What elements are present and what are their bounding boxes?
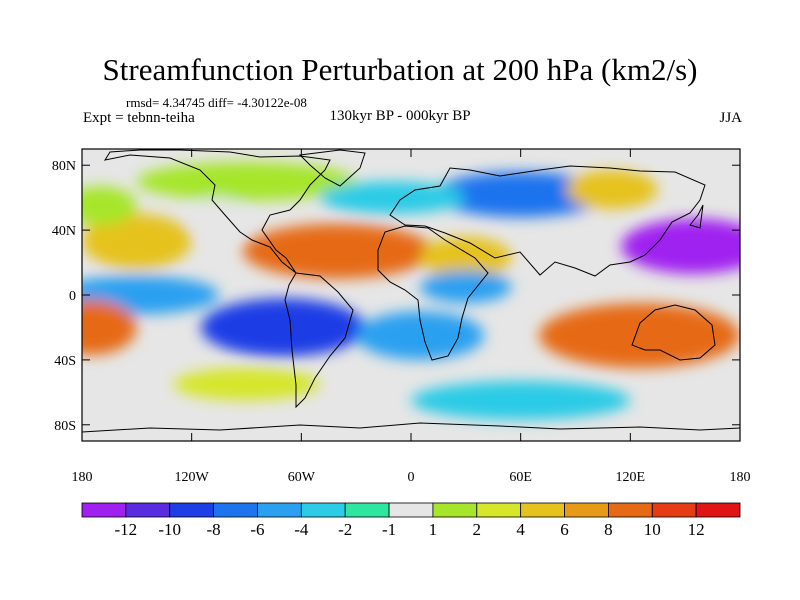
- colorbar-label: -12: [115, 520, 138, 539]
- colorbar-swatch: [125, 502, 171, 518]
- plot-area: [82, 149, 740, 441]
- lat-label: 80N: [52, 159, 76, 174]
- colorbar-swatch: [695, 502, 741, 518]
- experiment-label: Expt = tebnn-teiha: [83, 110, 195, 126]
- australia-coast: [631, 304, 716, 361]
- lon-label: 120W: [175, 470, 210, 485]
- colorbar-label: 12: [688, 520, 705, 539]
- field-southern-ocean-positive: [173, 368, 320, 401]
- greenland-coast: [298, 149, 366, 187]
- field-east-pacific-positive: [82, 186, 137, 226]
- field-antarctic-negative: [411, 380, 631, 420]
- colorbar-label: 2: [473, 520, 482, 539]
- lat-label: 40S: [54, 354, 76, 369]
- south-america-coast: [284, 272, 354, 409]
- period-label: 130kyr BP - 000kyr BP: [329, 108, 471, 124]
- colorbar-swatch: [81, 502, 127, 518]
- axis-labels: 80N 40N 0 40S 80S 180 120W 60W 0 60E 120E 180: [52, 159, 751, 485]
- field-siberia-negative: [432, 171, 609, 218]
- stats-text: rmsd= 4.34745 diff= -4.30122e-08: [126, 95, 307, 110]
- lon-label: 180: [730, 470, 751, 485]
- north-america-coast: [103, 149, 331, 274]
- field-north-atlantic-negative: [319, 181, 466, 214]
- colorbar-label: -1: [382, 520, 396, 539]
- map-title: Streamfunction Perturbation at 200 hPa (…: [102, 52, 698, 87]
- field-north-pacific-positive: [82, 213, 192, 270]
- colorbar-swatch: [213, 502, 258, 518]
- colorbar-swatch: [564, 502, 609, 518]
- colorbar-swatch: [169, 502, 215, 518]
- colorbar-swatch: [476, 502, 522, 518]
- colorbar-label: -4: [294, 520, 309, 539]
- lon-label: 180: [72, 470, 93, 485]
- field-east-asia-positive: [566, 170, 658, 210]
- japan-coast: [689, 204, 704, 229]
- season-label: JJA: [719, 110, 742, 126]
- lat-label: 0: [69, 289, 76, 304]
- field-africa-positive: [420, 236, 512, 279]
- colorbar-label: 10: [644, 520, 661, 539]
- axis-ticks: [81, 149, 741, 441]
- colorbar-label: -2: [338, 520, 352, 539]
- field-tropical-pacific-negative: [82, 275, 220, 315]
- colorbar-label: -10: [158, 520, 181, 539]
- field-canada-negative: [193, 197, 245, 237]
- colorbar-swatch: [520, 502, 565, 518]
- africa-coast: [377, 225, 489, 361]
- lon-label: 60W: [288, 470, 316, 485]
- lat-label: 80S: [54, 419, 76, 434]
- colorbar-label: 4: [516, 520, 525, 539]
- streamfunction-field: [82, 161, 740, 420]
- colorbar-swatch: [608, 502, 653, 518]
- colorbar-swatch: [388, 502, 434, 518]
- colorbar-label: 1: [429, 520, 438, 539]
- lon-label: 60E: [509, 470, 532, 485]
- field-arctic-america-positive: [136, 161, 357, 201]
- colorbar-label: -6: [250, 520, 264, 539]
- coastlines: [82, 149, 740, 433]
- colorbar-swatch: [432, 502, 478, 518]
- colorbar-label: 8: [604, 520, 613, 539]
- colorbar-swatch: [257, 502, 302, 518]
- colorbar-swatch: [651, 502, 697, 518]
- field-australia-positive: [538, 303, 740, 368]
- lat-label: 40N: [52, 224, 76, 239]
- lon-label: 0: [408, 470, 415, 485]
- field-west-pacific-negative: [621, 218, 740, 274]
- field-south-america-negative: [200, 298, 366, 357]
- field-indian-ocean-negative: [420, 270, 512, 304]
- antarctica-coast: [82, 422, 740, 433]
- field-south-pacific-positive: [82, 299, 137, 356]
- field-atlantic-africa-positive: [242, 223, 433, 279]
- colorbar-label: -8: [207, 520, 221, 539]
- colorbar-swatch: [344, 502, 390, 518]
- colorbar: -12 -10 -8 -6 -4 -2 -1 1 2 4 6 8 10 12: [81, 502, 741, 539]
- colorbar-swatch: [300, 502, 346, 518]
- europe-asia-coast: [389, 165, 706, 277]
- lon-label: 120E: [616, 470, 646, 485]
- colorbar-label: 6: [560, 520, 569, 539]
